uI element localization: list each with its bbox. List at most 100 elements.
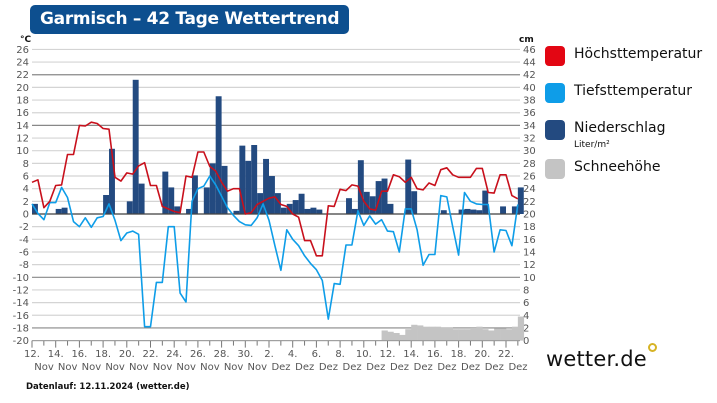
y-tick-label-left: 4 [23,184,29,195]
y-tick-label-right: 46 [523,45,536,56]
y-tick-label-left: 8 [23,159,29,170]
y-tick-label-left: 6 [23,172,29,183]
snow-depth-bar [511,326,519,341]
x-tick-label-day: 14. [48,349,64,360]
x-tick-label-month: Dez [295,362,314,373]
x-tick-label-month: Dez [271,362,290,373]
x-tick-label-month: Nov [105,362,125,373]
x-tick-label-month: Nov [224,362,244,373]
y-tick-label-right: 24 [523,184,536,195]
y-tick-label-right: 38 [523,96,536,107]
snow-depth-bar [417,325,424,341]
y-tick-label-left: -4 [19,235,29,246]
precipitation-bar [292,200,299,214]
snow-depth-bar [506,329,513,341]
y-tick-label-left: -18 [13,323,29,334]
y-tick-label-left: 0 [23,210,29,221]
precipitation-bar [346,198,352,214]
snow-depth-bar [446,327,453,341]
precipitation-bar [351,208,358,214]
precipitation-bar [245,160,252,214]
y-tick-label-left: 24 [16,58,29,69]
y-tick-label-left: 16 [16,108,29,119]
snow-depth-bar [387,331,394,341]
high-temp-line [31,121,519,257]
y-tick-label-left: 12 [16,134,29,145]
right-axis-unit: cm [519,35,534,45]
precipitation-bar [186,208,192,214]
x-tick-label-day: 20. [474,349,490,360]
x-tick-label-day: 18. [451,349,467,360]
x-tick-label-day: 16. [71,349,87,360]
y-tick-label-left: -10 [13,273,29,284]
y-tick-label-right: 30 [523,146,536,157]
snow-depth-bar [399,334,406,341]
snow-depth-bar [494,328,501,341]
x-tick-label-month: Dez [437,362,456,373]
precipitation-bar [209,163,216,214]
precipitation-bar [203,187,210,214]
x-tick-label-month: Dez [319,362,338,373]
precipitation-bar [61,207,68,214]
precipitation-bar [500,206,506,214]
y-tick-label-left: -16 [13,311,29,322]
x-tick-label-month: Dez [390,362,409,373]
precipitation-bar [251,145,258,214]
precipitation-bar [274,193,281,214]
y-tick-label-left: -20 [13,336,29,347]
precipitation-bar [363,191,370,214]
data-run-footer: Datenlauf: 12.11.2024 (wetter.de) [26,382,190,392]
y-tick-label-right: 22 [523,197,536,208]
snow-depth-bar [500,328,507,341]
y-tick-label-right: 16 [523,235,536,246]
y-tick-label-right: 34 [523,121,536,132]
x-tick-label-day: 8. [335,349,345,360]
legend-label: Niederschlag [574,120,666,136]
x-tick-label-day: 22. [498,349,514,360]
legend-label: Tiefsttemperatur [574,83,693,99]
x-tick-label-month: Dez [343,362,362,373]
x-tick-label-month: Dez [366,362,385,373]
precipitation-bar [162,171,169,214]
y-tick-label-left: 26 [16,45,29,56]
y-tick-label-right: 28 [523,159,536,170]
low-temp-line [31,175,519,328]
y-tick-label-right: 6 [523,298,529,309]
y-tick-label-right: 18 [523,222,536,233]
x-tick-label-day: 16. [427,349,443,360]
x-tick-label-day: 12. [24,349,40,360]
precipitation-bar [405,159,412,214]
precipitation-bar [357,160,364,214]
precipitation-bar [411,191,418,214]
x-tick-label-day: 6. [312,349,322,360]
precipitation-bar [298,193,305,214]
snow-depth-bar [482,329,489,341]
x-tick-label-month: Dez [461,362,480,373]
precipitation-bar [440,210,447,214]
precipitation-bar [304,208,311,214]
x-tick-label-month: Dez [414,362,433,373]
precipitation-bar [109,148,115,214]
snow-depth-bar [393,333,400,341]
x-tick-label-day: 28. [214,349,230,360]
precipitation-bar [263,158,269,214]
legend-swatch-precipitation [545,120,565,140]
snow-depth-bar [411,324,418,341]
precipitation-bar [126,201,133,214]
x-tick-label-day: 22. [143,349,159,360]
y-tick-label-left: 10 [16,146,29,157]
left-axis-unit: °C [20,35,32,45]
precipitation-bar [280,207,287,214]
y-tick-label-left: -12 [13,285,29,296]
y-tick-label-right: 26 [523,172,536,183]
precipitation-bar [138,183,145,214]
precipitation-bar [387,203,394,214]
y-tick-label-right: 12 [523,260,536,271]
y-tick-label-right: 44 [523,58,536,69]
x-tick-label-day: 18. [95,349,111,360]
x-tick-label-month: Dez [485,362,504,373]
precipitation-bar [482,190,489,214]
y-tick-label-right: 20 [523,210,536,221]
x-tick-label-day: 2. [264,349,274,360]
